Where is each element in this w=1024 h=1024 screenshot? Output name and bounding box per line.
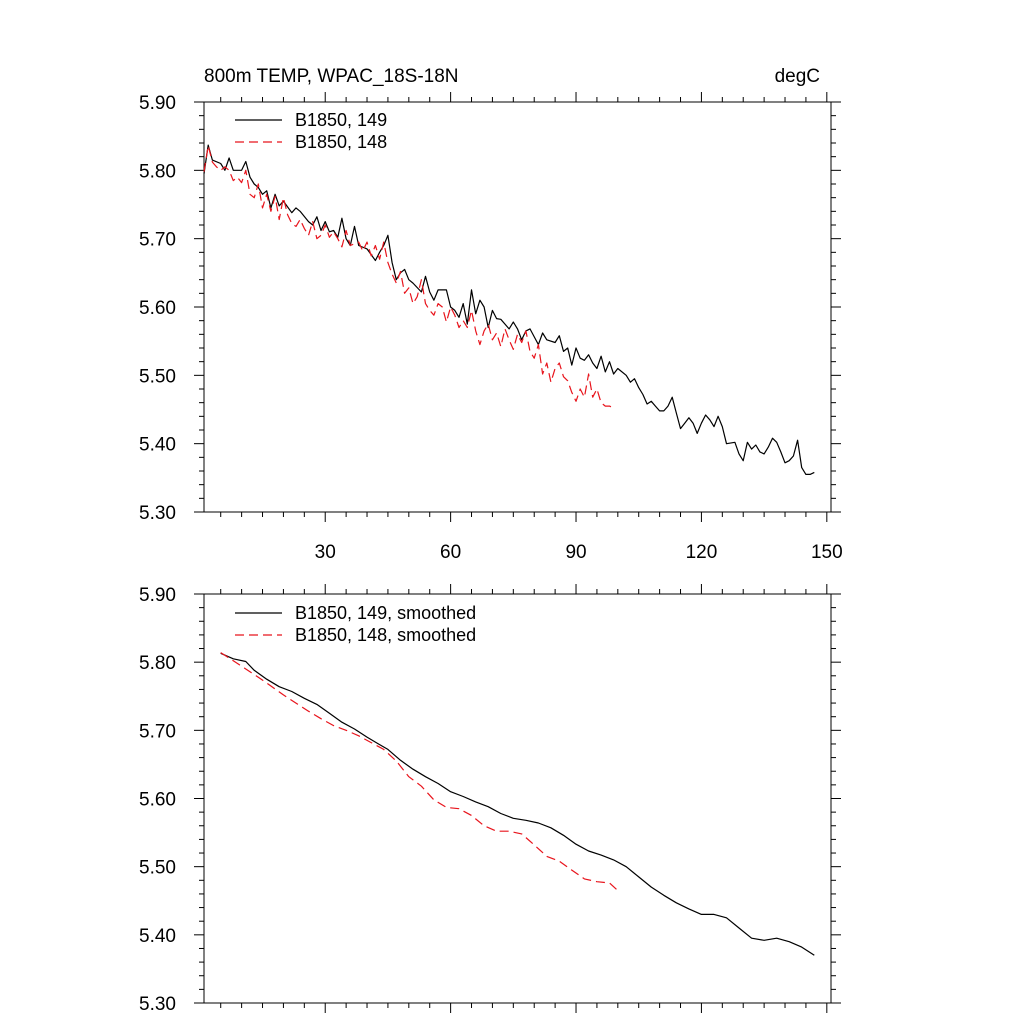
series-line-1 — [220, 652, 815, 956]
y-tick-label: 5.60 — [139, 298, 176, 319]
legend-label-1: B1850, 149 — [295, 110, 387, 130]
x-tick-label: 90 — [565, 542, 586, 563]
y-tick-label: 5.70 — [139, 230, 176, 251]
y-tick-label: 5.50 — [139, 366, 176, 387]
y-tick-label: 5.30 — [139, 994, 176, 1015]
y-tick-label: 5.60 — [139, 790, 176, 811]
y-tick-label: 5.90 — [139, 93, 176, 114]
y-tick-label: 5.80 — [139, 161, 176, 182]
y-tick-label: 5.70 — [139, 721, 176, 742]
legend-label-2: B1850, 148, smoothed — [295, 625, 476, 645]
y-tick-label: 5.90 — [139, 585, 176, 606]
series-line-2 — [203, 145, 614, 409]
legend-label-1: B1850, 149, smoothed — [295, 603, 476, 623]
series-line-1 — [203, 144, 815, 475]
x-tick-label: 150 — [811, 542, 843, 563]
x-tick-label: 30 — [315, 542, 336, 563]
legend-label-2: B1850, 148 — [295, 132, 387, 152]
y-tick-label: 5.80 — [139, 653, 176, 674]
units-label: degC — [775, 66, 820, 87]
y-tick-label: 5.40 — [139, 926, 176, 947]
plot-frame — [203, 101, 832, 513]
x-tick-label: 60 — [440, 542, 461, 563]
series-line-2 — [220, 652, 619, 891]
top-panel: 5.30 5.40 5.50 5.60 5.70 5.80 5.90 30 60 90 120 150… — [139, 92, 843, 563]
y-tick-label: 5.30 — [139, 503, 176, 524]
y-tick-label: 5.40 — [139, 435, 176, 456]
x-tick-label: 120 — [686, 542, 718, 563]
plot-frame — [203, 593, 832, 1004]
y-tick-label: 5.50 — [139, 858, 176, 879]
figure-title: 800m TEMP, WPAC_18S-18N — [204, 66, 459, 87]
bottom-panel: 5.30 5.40 5.50 5.60 5.70 5.80 5.90 B1850, 149, … — [139, 584, 841, 1015]
